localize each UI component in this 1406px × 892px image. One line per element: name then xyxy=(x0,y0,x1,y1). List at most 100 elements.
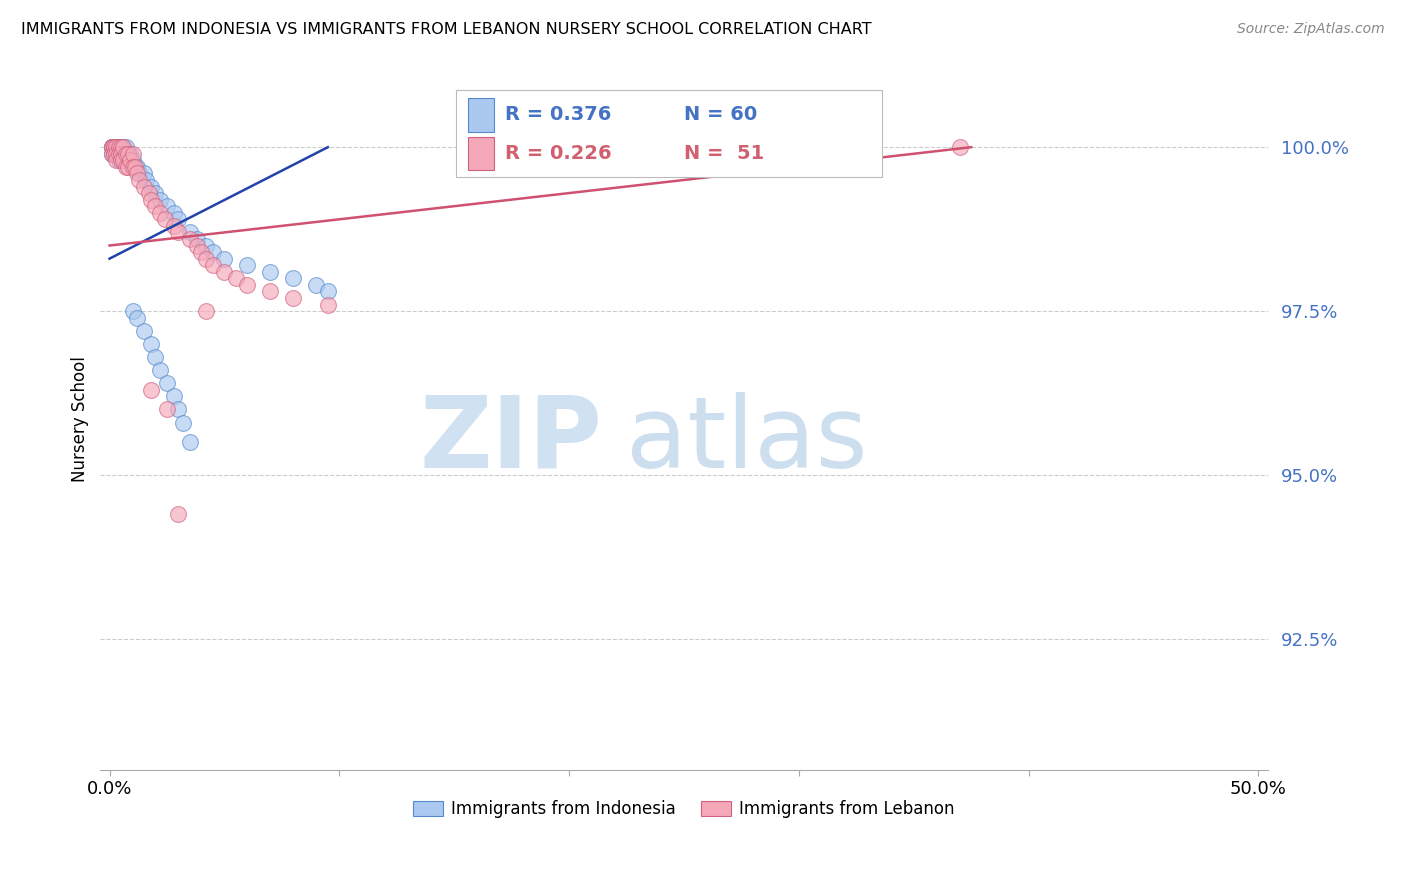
Point xyxy=(201,245,224,260)
Point xyxy=(110,140,132,154)
Point xyxy=(103,140,125,154)
Point xyxy=(120,153,142,168)
Point xyxy=(236,277,259,292)
Text: ZIP: ZIP xyxy=(419,392,602,489)
Point xyxy=(110,140,132,154)
Point xyxy=(103,146,125,161)
Point xyxy=(214,265,236,279)
FancyBboxPatch shape xyxy=(468,136,494,170)
Point xyxy=(101,140,124,154)
Point xyxy=(101,140,124,154)
Point xyxy=(117,153,139,168)
Point xyxy=(167,508,190,522)
FancyBboxPatch shape xyxy=(457,89,883,178)
Point xyxy=(316,285,339,299)
Point xyxy=(179,435,201,450)
Point xyxy=(127,310,149,325)
Point xyxy=(103,140,125,154)
Text: N = 60: N = 60 xyxy=(683,105,758,124)
Point xyxy=(112,146,135,161)
Point xyxy=(121,160,143,174)
Point xyxy=(283,291,305,305)
Point xyxy=(117,146,139,161)
Point xyxy=(236,258,259,272)
Point xyxy=(167,226,190,240)
Point xyxy=(163,219,186,233)
Point xyxy=(107,140,129,154)
Point xyxy=(190,245,212,260)
Point xyxy=(156,376,179,391)
Point xyxy=(103,140,125,154)
Point xyxy=(105,146,128,161)
Point xyxy=(112,140,135,154)
Point xyxy=(124,160,146,174)
Point xyxy=(186,238,208,252)
Point xyxy=(121,153,143,168)
Point xyxy=(167,212,190,227)
Point xyxy=(149,193,172,207)
Point xyxy=(145,199,167,213)
Point xyxy=(139,337,162,351)
Text: IMMIGRANTS FROM INDONESIA VS IMMIGRANTS FROM LEBANON NURSERY SCHOOL CORRELATION : IMMIGRANTS FROM INDONESIA VS IMMIGRANTS … xyxy=(21,22,872,37)
Point xyxy=(114,140,136,154)
Point xyxy=(103,140,125,154)
Point xyxy=(105,146,128,161)
Point xyxy=(163,389,186,403)
Point xyxy=(186,232,208,246)
Point xyxy=(195,252,218,266)
Point xyxy=(145,350,167,364)
Text: atlas: atlas xyxy=(626,392,868,489)
Text: Source: ZipAtlas.com: Source: ZipAtlas.com xyxy=(1237,22,1385,37)
Point xyxy=(132,324,155,338)
Point xyxy=(103,140,125,154)
Point xyxy=(124,160,146,174)
Point xyxy=(156,402,179,417)
Point xyxy=(107,140,129,154)
Point xyxy=(105,140,128,154)
Point xyxy=(103,140,125,154)
Point xyxy=(153,212,176,227)
Point xyxy=(117,146,139,161)
Point xyxy=(120,146,142,161)
Point xyxy=(105,140,128,154)
Point xyxy=(696,140,718,154)
Point xyxy=(114,160,136,174)
Point xyxy=(101,140,124,154)
Point xyxy=(132,166,155,180)
Legend: Immigrants from Indonesia, Immigrants from Lebanon: Immigrants from Indonesia, Immigrants fr… xyxy=(406,794,962,825)
Point xyxy=(179,226,201,240)
Point xyxy=(120,153,142,168)
Point xyxy=(214,252,236,266)
Point xyxy=(128,173,150,187)
Point xyxy=(114,153,136,168)
Point xyxy=(163,206,186,220)
FancyBboxPatch shape xyxy=(468,98,494,132)
Point xyxy=(101,146,124,161)
Point xyxy=(105,146,128,161)
Point xyxy=(149,363,172,377)
Point xyxy=(117,160,139,174)
Point xyxy=(259,265,281,279)
Point xyxy=(139,383,162,397)
Point xyxy=(114,146,136,161)
Point xyxy=(283,271,305,285)
Point xyxy=(139,179,162,194)
Point xyxy=(127,160,149,174)
Point xyxy=(121,304,143,318)
Point xyxy=(201,258,224,272)
Point xyxy=(225,271,247,285)
Point xyxy=(110,153,132,168)
Point xyxy=(316,297,339,311)
Point xyxy=(259,285,281,299)
Point xyxy=(127,166,149,180)
Point xyxy=(145,186,167,200)
Point xyxy=(149,206,172,220)
Point xyxy=(101,140,124,154)
Text: R = 0.226: R = 0.226 xyxy=(505,144,612,163)
Point xyxy=(132,179,155,194)
Text: N =  51: N = 51 xyxy=(683,144,765,163)
Text: R = 0.376: R = 0.376 xyxy=(505,105,612,124)
Point xyxy=(179,232,201,246)
Point xyxy=(138,186,160,200)
Y-axis label: Nursery School: Nursery School xyxy=(72,356,89,483)
